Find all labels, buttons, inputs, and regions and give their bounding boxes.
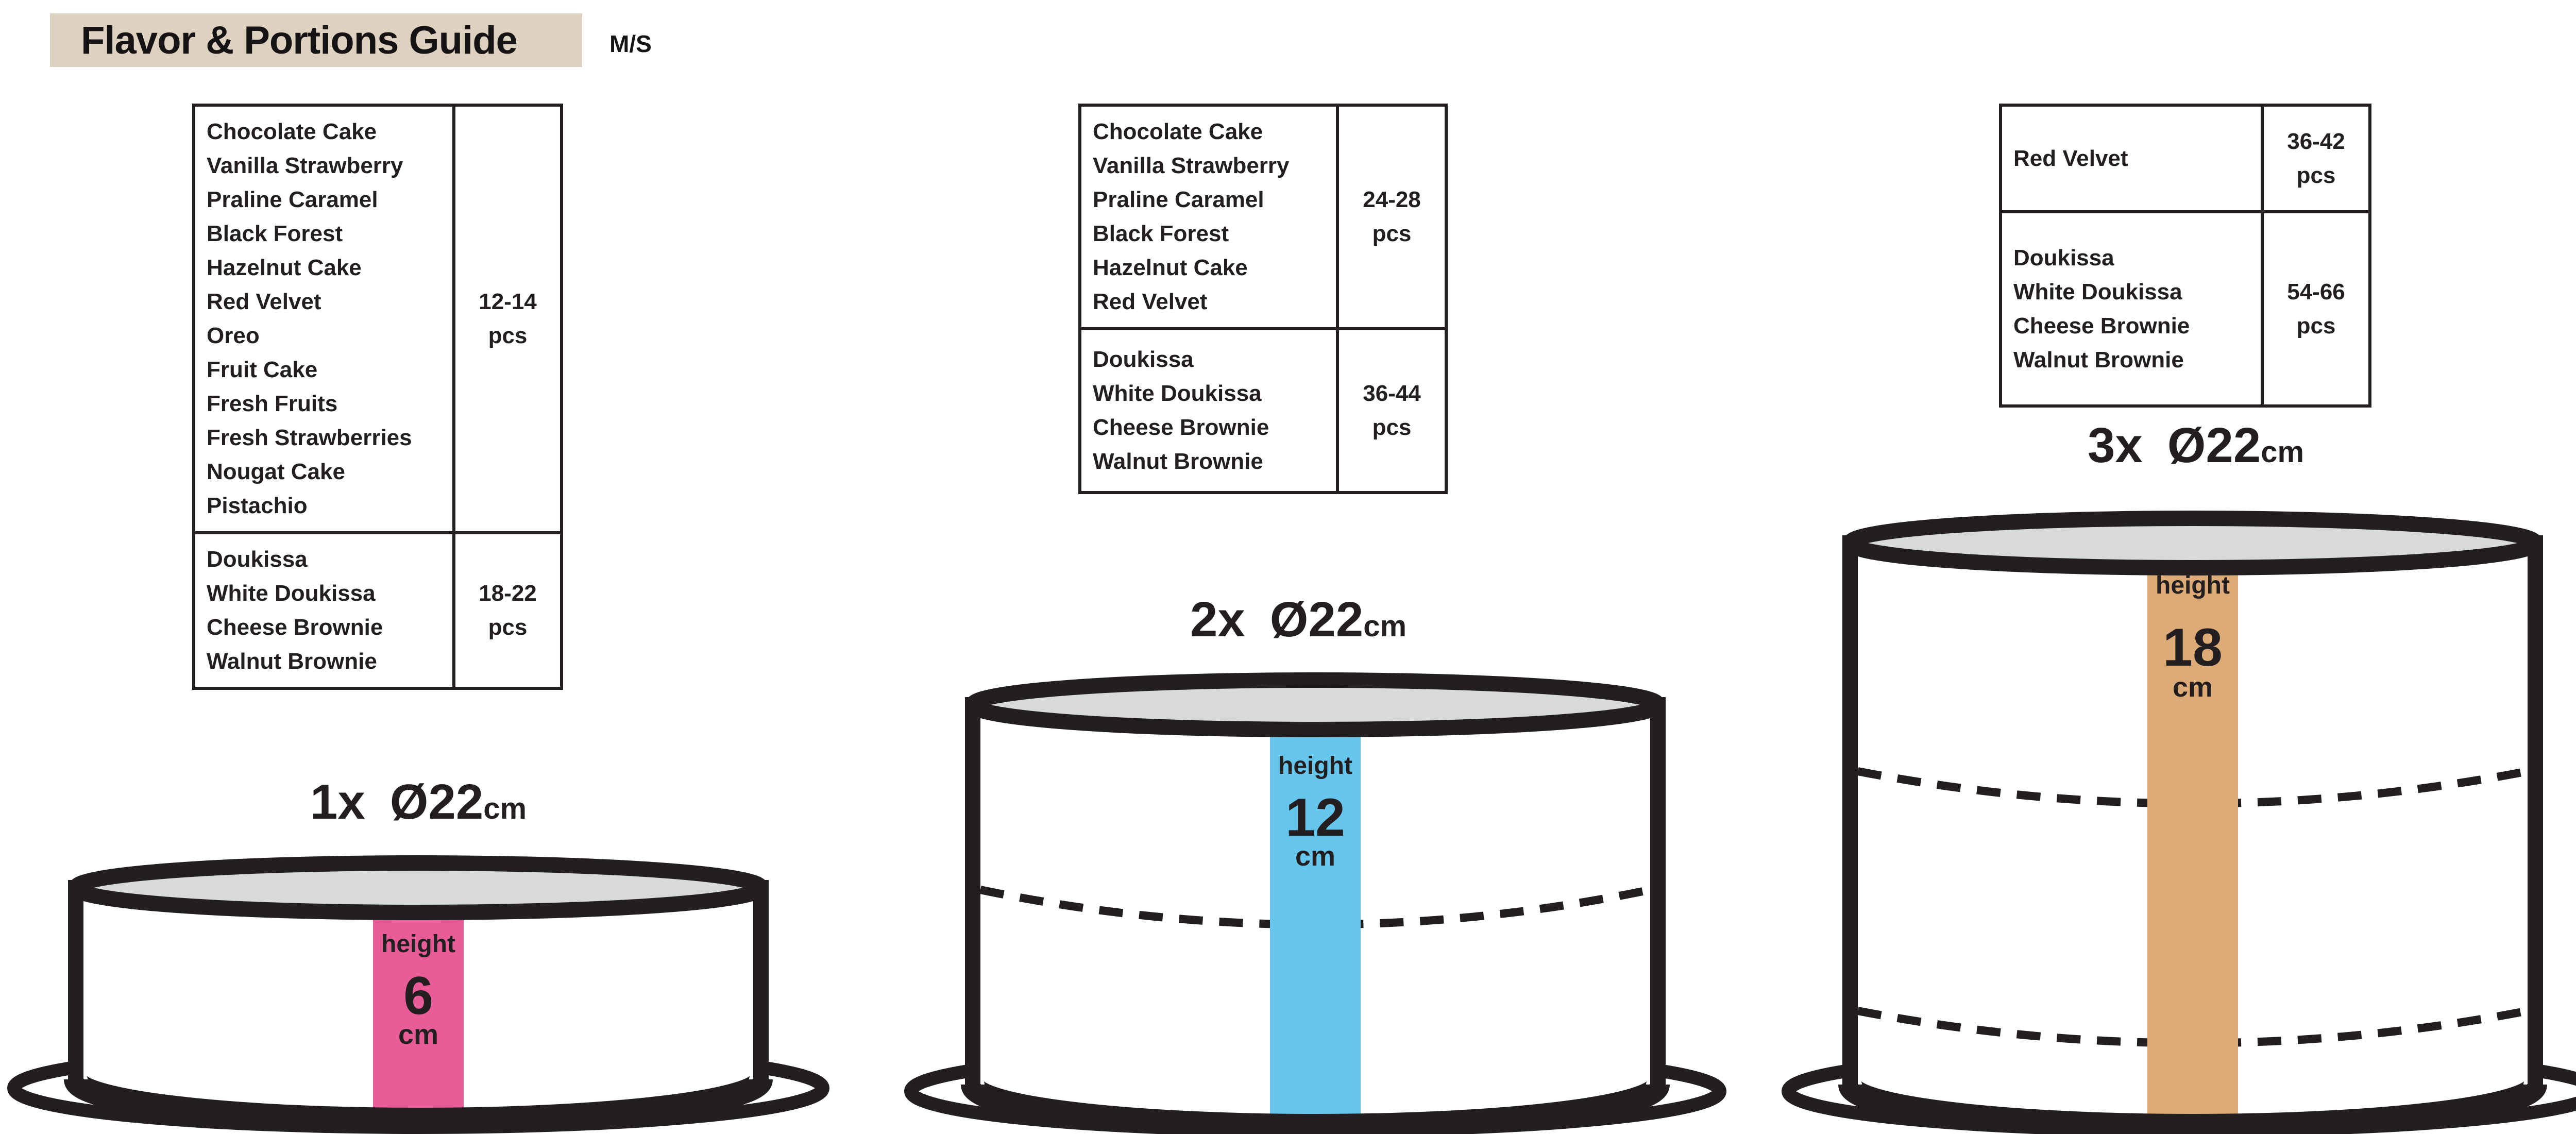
cake-bottom-rim <box>64 1075 773 1131</box>
table-row: Doukissa White Doukissa Cheese Brownie W… <box>1999 210 2371 408</box>
portions-cell: 18-22 pcs <box>452 531 563 690</box>
portions-cell: 36-44 pcs <box>1336 327 1448 494</box>
portions-cell: 24-28 pcs <box>1336 104 1448 330</box>
cake-count: 3x <box>2087 418 2143 473</box>
portions-cell: 54-66 pcs <box>2261 210 2371 408</box>
height-unit: cm <box>1295 841 1335 872</box>
cake-top-ellipse <box>1842 511 2543 576</box>
cake-size-label: 3x Ø22cm <box>2088 417 2304 474</box>
flavor-table-three-tier: Red Velvet 36-42 pcs Doukissa White Douk… <box>1999 104 2371 408</box>
table-row: Doukissa White Doukissa Cheese Brownie W… <box>1078 327 1448 494</box>
flavor-list-cell: Chocolate Cake Vanilla Strawberry Pralin… <box>1078 104 1339 330</box>
title-suffix: M/S <box>609 30 652 57</box>
height-band <box>373 905 464 1116</box>
cake-size-label: 1x Ø22cm <box>310 774 527 831</box>
height-unit: cm <box>2173 672 2213 703</box>
height-label: height <box>1278 752 1352 780</box>
table-row: Chocolate Cake Vanilla Strawberry Pralin… <box>192 104 563 534</box>
cake-diameter: Ø22 <box>1269 592 1364 647</box>
flavor-list-cell: Red Velvet <box>1999 104 2264 213</box>
cake-two-tier: height 12 cm <box>904 672 1726 1134</box>
cake-three-tier: height 18 cm <box>1782 511 2576 1134</box>
cake-diameter-unit: cm <box>2261 435 2304 469</box>
portions-cell: 36-42 pcs <box>2261 104 2371 213</box>
height-value: 18 <box>2163 618 2223 678</box>
cake-bottom-rim <box>961 1080 1670 1134</box>
cake-size-label: 2x Ø22cm <box>1190 591 1406 648</box>
table-row: Chocolate Cake Vanilla Strawberry Pralin… <box>1078 104 1448 330</box>
portions-cell: 12-14 pcs <box>452 104 563 534</box>
cake-count: 1x <box>310 774 365 830</box>
height-band <box>2147 560 2238 1121</box>
flavor-table-one-tier: Chocolate Cake Vanilla Strawberry Pralin… <box>192 104 563 690</box>
cake-diameter-unit: cm <box>483 792 527 825</box>
cake-diameter: Ø22 <box>389 774 484 830</box>
flavor-list-cell: Doukissa White Doukissa Cheese Brownie W… <box>1078 327 1339 494</box>
cake-one-tier: height 6 cm <box>7 855 829 1134</box>
height-label: height <box>2156 572 2230 599</box>
cake-count: 2x <box>1190 592 1245 647</box>
table-row: Doukissa White Doukissa Cheese Brownie W… <box>192 531 563 690</box>
cake-top-ellipse <box>965 672 1666 737</box>
height-value: 12 <box>1285 788 1345 848</box>
cake-bottom-rim <box>1838 1080 2547 1134</box>
height-value: 6 <box>403 966 433 1026</box>
flavor-table-two-tier: Chocolate Cake Vanilla Strawberry Pralin… <box>1078 104 1448 494</box>
flavor-list-cell: Doukissa White Doukissa Cheese Brownie W… <box>1999 210 2264 408</box>
flavor-list-cell: Chocolate Cake Vanilla Strawberry Pralin… <box>192 104 455 534</box>
cake-diameter: Ø22 <box>2167 418 2261 473</box>
cake-diameter-unit: cm <box>1363 610 1407 643</box>
page-title: Flavor & Portions Guide <box>81 18 518 62</box>
height-band <box>1270 722 1361 1121</box>
table-row: Red Velvet 36-42 pcs <box>1999 104 2371 213</box>
height-label: height <box>381 930 455 958</box>
flavor-list-cell: Doukissa White Doukissa Cheese Brownie W… <box>192 531 455 690</box>
height-unit: cm <box>398 1019 438 1050</box>
title-banner: Flavor & Portions Guide <box>50 13 582 67</box>
cake-top-ellipse <box>68 855 769 920</box>
